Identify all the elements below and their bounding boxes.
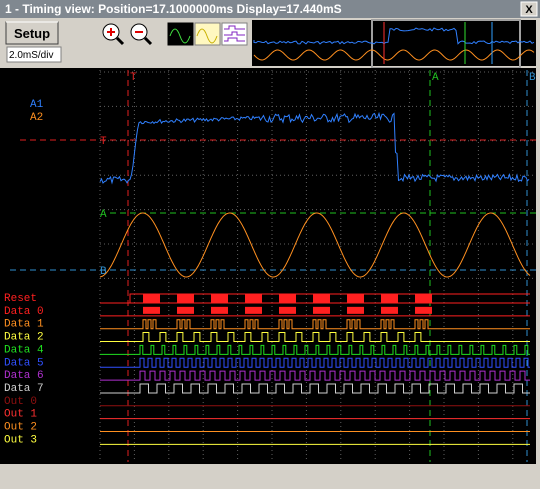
digital-channel-label: Out 0 — [4, 396, 37, 408]
digital-channel-label: Data 5 — [4, 357, 44, 369]
mixed-icon-wave[interactable] — [196, 28, 218, 44]
digital-channel-label: Data 1 — [4, 319, 44, 331]
level-label: A — [100, 209, 107, 221]
cursor-label: B — [529, 72, 536, 84]
zoom-in-icon[interactable] — [102, 23, 125, 46]
analog-channel-label: A2 — [30, 112, 43, 124]
digital-block — [211, 294, 228, 303]
digital-trace — [100, 357, 530, 368]
digital-block — [279, 306, 296, 314]
digital-channel-label: Data 0 — [4, 306, 44, 318]
digital-block — [347, 294, 364, 303]
digital-channel-label: Data 4 — [4, 344, 44, 356]
digital-block — [381, 306, 398, 314]
digital-block — [245, 294, 262, 303]
digital-block — [177, 294, 194, 303]
digital-trace — [100, 319, 530, 330]
close-button[interactable] — [520, 1, 538, 17]
timebase-box[interactable] — [6, 46, 62, 63]
cursor-label: A — [432, 72, 439, 84]
analog-trace-a2 — [99, 212, 531, 278]
analog-icon-wave[interactable] — [169, 28, 191, 44]
mixed-view-icon[interactable] — [194, 22, 221, 46]
plot-area — [0, 68, 536, 464]
digital-channel-label: Reset — [4, 293, 37, 305]
digital-block — [211, 306, 228, 314]
digital-trace — [100, 344, 530, 355]
overview-panel — [252, 20, 536, 66]
digital-block — [177, 306, 194, 314]
zoom-out-handle[interactable] — [143, 36, 153, 46]
digital-channel-label: Data 2 — [4, 332, 44, 344]
digital-trace — [100, 332, 530, 343]
digital-block — [415, 306, 432, 314]
digital-channel-label: Out 1 — [4, 409, 37, 421]
digital-block — [279, 294, 296, 303]
digital-trace — [100, 383, 530, 394]
analog-view-icon[interactable] — [167, 22, 194, 46]
level-label: T — [100, 136, 107, 148]
level-label: B — [100, 266, 107, 278]
digital-channel-label: Data 7 — [4, 383, 44, 395]
close-label[interactable]: X — [525, 4, 533, 16]
digital-block — [415, 294, 432, 303]
digital-block — [143, 306, 160, 314]
window-title: 1 - Timing view: Position=17.1000000ms D… — [5, 2, 342, 16]
analog-channel-label: A1 — [30, 99, 44, 111]
digital-block — [245, 306, 262, 314]
overview-trace — [253, 49, 535, 61]
digital-icon-wave[interactable] — [224, 25, 245, 42]
zoom-in-plus[interactable] — [107, 28, 115, 36]
zoom-in-handle[interactable] — [115, 36, 125, 46]
zoom-out-icon[interactable] — [130, 23, 153, 46]
digital-edge — [129, 293, 530, 303]
digital-trace — [100, 370, 530, 381]
setup-label[interactable]: Setup — [14, 26, 50, 41]
digital-block — [313, 294, 330, 303]
overview-trace — [253, 27, 535, 45]
digital-channel-label: Out 2 — [4, 422, 37, 434]
digital-block — [347, 306, 364, 314]
digital-block — [313, 306, 330, 314]
title-bar — [0, 0, 540, 18]
analog-trace-a1 — [99, 111, 530, 185]
digital-channel-label: Data 6 — [4, 370, 44, 382]
digital-block — [381, 294, 398, 303]
digital-block — [143, 294, 160, 303]
timebase-label[interactable]: 2.0mS/div — [9, 50, 53, 61]
digital-channel-label: Out 3 — [4, 434, 37, 446]
cursor-label: T — [130, 72, 137, 84]
